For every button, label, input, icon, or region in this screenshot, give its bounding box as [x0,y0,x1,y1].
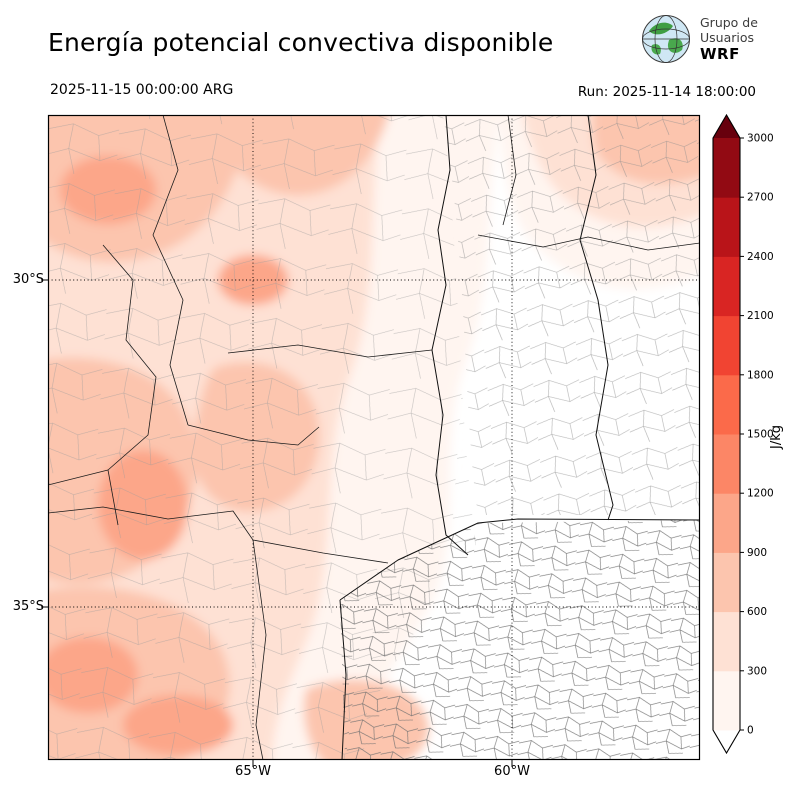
colorbar: 0 300 600 900 1200 1500 1800 2100 2400 2700 3000 [712,113,793,755]
logo-line-2: Usuarios [700,30,755,45]
logo-line-3: WRF [700,45,740,63]
map-frame [47,114,701,761]
svg-text:1500: 1500 [747,429,774,441]
svg-text:3000: 3000 [747,133,774,145]
valid-time-label: 2025-11-15 00:00:00 ARG [50,82,234,98]
wrf-logo: Grupo de Usuarios WRF [640,13,758,65]
ytick-30s: 30°S [12,272,44,287]
svg-text:1800: 1800 [747,369,774,381]
logo-line-1: Grupo de [700,15,758,30]
axis-ticks [41,279,513,767]
cape-map-svg [41,114,701,767]
province-borders [48,115,700,760]
svg-text:0: 0 [747,725,754,737]
page-title: Energía potencial convectiva disponible [48,28,554,57]
svg-text:2700: 2700 [747,192,774,204]
svg-text:2100: 2100 [747,310,774,322]
xtick-60w: 60°W [494,764,530,779]
map-figure [41,114,701,767]
colorbar-svg: 0 300 600 900 1200 1500 1800 2100 2400 2700 3000 [712,113,774,755]
colorbar-unit-label: J/kg [769,425,784,449]
run-time-label: Run: 2025-11-14 18:00:00 [577,84,756,100]
xtick-65w: 65°W [235,764,271,779]
globe-icon [642,15,690,63]
department-mesh [48,115,700,760]
logo-text: Grupo de Usuarios WRF [700,15,758,63]
svg-text:600: 600 [747,606,767,618]
svg-text:300: 300 [747,665,767,677]
svg-text:900: 900 [747,547,767,559]
svg-text:1200: 1200 [747,488,774,500]
lat-lon-gridlines [48,115,700,760]
ytick-35s: 35°S [12,599,44,614]
svg-text:2400: 2400 [747,251,774,263]
